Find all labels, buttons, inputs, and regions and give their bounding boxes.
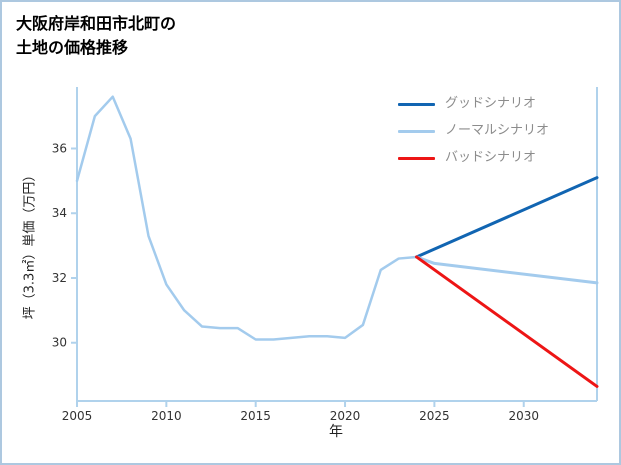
- legend-item-bad-scenario: バッドシナリオ: [398, 149, 549, 167]
- x-tick-label: 2025: [419, 409, 450, 423]
- legend-label-bad-scenario: バッドシナリオ: [445, 150, 537, 165]
- x-tick-label: 2020: [330, 409, 361, 423]
- series-line-history: [75, 95, 418, 341]
- x-tick-label: 2030: [508, 409, 539, 423]
- legend-label-normal-scenario: ノーマルシナリオ: [445, 123, 550, 138]
- legend-item-good-scenario: グッドシナリオ: [398, 95, 549, 113]
- chart-title-line2: 土地の価格推移: [16, 38, 129, 57]
- legend-line-bad-scenario-icon: [398, 156, 435, 160]
- legend-item-normal-scenario: ノーマルシナリオ: [398, 122, 549, 140]
- x-tick-label: 2010: [151, 409, 182, 423]
- x-axis-label: 年: [329, 424, 343, 440]
- chart-title: 大阪府岸和田市北町の 土地の価格推移: [16, 12, 176, 60]
- y-tick-label: 32: [52, 271, 67, 285]
- series-line-good-scenario: [415, 176, 599, 259]
- legend: グッドシナリオ ノーマルシナリオ バッドシナリオ: [398, 95, 549, 167]
- legend-label-good-scenario: グッドシナリオ: [445, 96, 537, 111]
- y-tick-label: 36: [52, 142, 67, 156]
- y-tick-label: 34: [52, 206, 67, 220]
- y-axis-label: 坪（3.3㎡）単価（万円）: [22, 168, 38, 320]
- series-line-bad-scenario: [415, 255, 599, 388]
- x-tick-label: 2005: [62, 409, 93, 423]
- legend-line-normal-scenario-icon: [398, 129, 435, 133]
- y-tick-label: 30: [52, 336, 67, 350]
- series-line-normal-scenario: [415, 255, 599, 285]
- x-tick-label: 2015: [240, 409, 271, 423]
- chart-title-line1: 大阪府岸和田市北町の: [16, 14, 177, 33]
- legend-line-good-scenario-icon: [398, 102, 435, 106]
